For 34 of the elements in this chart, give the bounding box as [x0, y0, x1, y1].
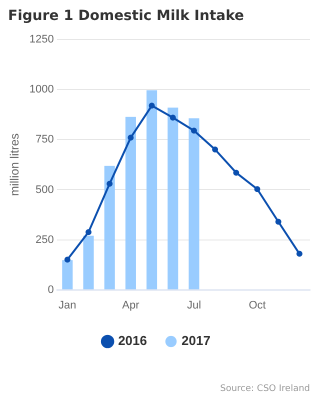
x-tick-label: Apr	[122, 299, 140, 312]
point	[170, 114, 176, 121]
legend-label: 2016	[118, 333, 147, 348]
x-tick-label: Jan	[58, 299, 76, 312]
point	[190, 128, 197, 134]
point	[275, 218, 282, 225]
point	[64, 256, 70, 263]
bar	[125, 116, 136, 290]
legend-label: 2017	[182, 333, 210, 348]
bar	[104, 166, 115, 290]
point	[106, 180, 113, 187]
bar	[188, 118, 200, 290]
source-note: Source: CSO Ireland	[220, 384, 310, 394]
y-axis-title: million litres	[8, 133, 22, 196]
point	[254, 186, 260, 192]
y-tick-label: 0	[48, 284, 54, 296]
point	[86, 229, 92, 236]
point	[128, 134, 134, 141]
chart-title: Figure 1 Domestic Milk Intake	[8, 8, 244, 24]
y-tick-label: 1000	[29, 84, 54, 96]
y-tick-label: 500	[36, 184, 54, 196]
y-tick-label: 250	[36, 234, 54, 246]
bar	[168, 108, 178, 290]
bar	[62, 260, 73, 290]
x-tick-label: Jul	[186, 299, 202, 312]
point	[296, 250, 302, 257]
point	[148, 102, 155, 109]
y-tick-label: 1250	[29, 34, 54, 46]
point	[233, 170, 240, 176]
x-tick-label: Oct	[248, 299, 266, 312]
y-tick-label: 750	[36, 134, 54, 146]
bar	[146, 90, 158, 290]
bar	[83, 236, 94, 290]
point	[212, 146, 218, 152]
